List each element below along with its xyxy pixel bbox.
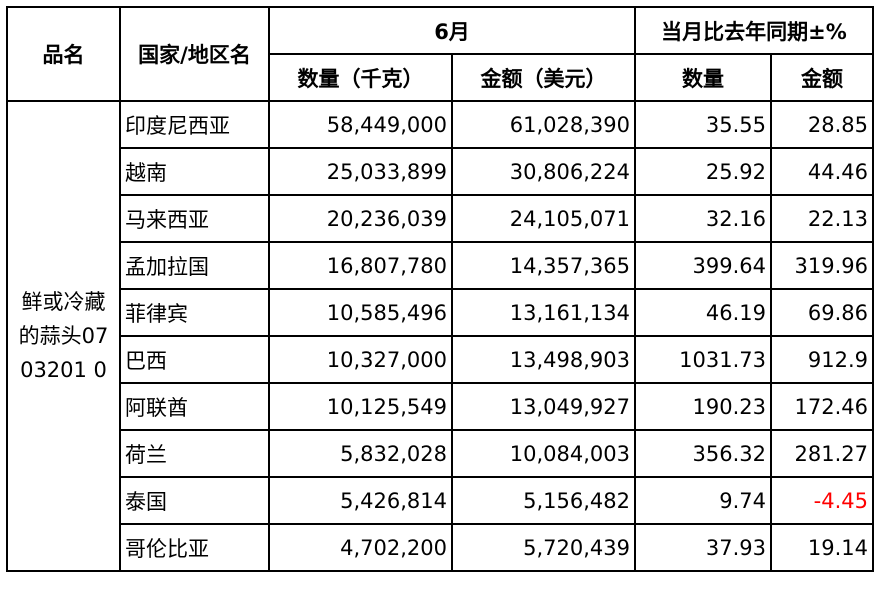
amount-cell: 24,105,071 xyxy=(451,194,636,243)
qty-cell: 4,702,200 xyxy=(268,523,453,572)
yoy-qty-cell: 9.74 xyxy=(634,476,772,525)
amount-cell: 13,498,903 xyxy=(451,335,636,384)
qty-cell: 10,327,000 xyxy=(268,335,453,384)
table-row: 阿联酋 10,125,549 13,049,927 190.23 172.46 xyxy=(7,382,874,431)
table-row: 菲律宾 10,585,496 13,161,134 46.19 69.86 xyxy=(7,288,874,337)
yoy-amount-cell: 69.86 xyxy=(770,288,874,337)
header-qty: 数量（千克） xyxy=(268,53,453,102)
table-row: 哥伦比亚 4,702,200 5,720,439 37.93 19.14 xyxy=(7,523,874,572)
header-country: 国家/地区名 xyxy=(119,6,270,102)
header-yoy-amount: 金额 xyxy=(770,53,874,102)
yoy-amount-cell: 44.46 xyxy=(770,147,874,196)
amount-cell: 13,049,927 xyxy=(451,382,636,431)
country-cell: 阿联酋 xyxy=(119,382,270,431)
country-cell: 荷兰 xyxy=(119,429,270,478)
yoy-qty-cell: 356.32 xyxy=(634,429,772,478)
table-row: 泰国 5,426,814 5,156,482 9.74 -4.45 xyxy=(7,476,874,525)
amount-cell: 30,806,224 xyxy=(451,147,636,196)
amount-cell: 14,357,365 xyxy=(451,241,636,290)
amount-cell: 5,156,482 xyxy=(451,476,636,525)
yoy-amount-cell: -4.45 xyxy=(770,476,874,525)
yoy-qty-cell: 190.23 xyxy=(634,382,772,431)
country-cell: 越南 xyxy=(119,147,270,196)
yoy-amount-cell: 19.14 xyxy=(770,523,874,572)
header-row-2: 数量（千克） 金额（美元） 数量 金额 xyxy=(7,53,874,102)
yoy-amount-cell: 172.46 xyxy=(770,382,874,431)
qty-cell: 20,236,039 xyxy=(268,194,453,243)
yoy-qty-cell: 32.16 xyxy=(634,194,772,243)
header-yoy: 当月比去年同期±% xyxy=(634,6,874,55)
qty-cell: 10,125,549 xyxy=(268,382,453,431)
table-row: 孟加拉国 16,807,780 14,357,365 399.64 319.96 xyxy=(7,241,874,290)
yoy-amount-cell: 22.13 xyxy=(770,194,874,243)
table-row: 马来西亚 20,236,039 24,105,071 32.16 22.13 xyxy=(7,194,874,243)
country-cell: 泰国 xyxy=(119,476,270,525)
qty-cell: 10,585,496 xyxy=(268,288,453,337)
country-cell: 孟加拉国 xyxy=(119,241,270,290)
qty-cell: 5,832,028 xyxy=(268,429,453,478)
header-product: 品名 xyxy=(6,6,121,102)
header-amount: 金额（美元） xyxy=(451,53,636,102)
table-row: 鲜或冷藏的蒜头0703201 0 印度尼西亚 58,449,000 61,028,39… xyxy=(6,100,874,572)
country-cell: 印度尼西亚 xyxy=(119,100,270,149)
country-cell: 马来西亚 xyxy=(119,194,270,243)
table-row: 越南 25,033,899 30,806,224 25.92 44.46 xyxy=(7,147,874,196)
country-cell: 哥伦比亚 xyxy=(119,523,270,572)
amount-cell: 61,028,390 xyxy=(451,100,636,149)
amount-cell: 10,084,003 xyxy=(451,429,636,478)
yoy-amount-cell: 28.85 xyxy=(770,100,874,149)
product-name-cell: 鲜或冷藏的蒜头0703201 0 xyxy=(6,100,121,572)
country-cell: 菲律宾 xyxy=(119,288,270,337)
garlic-export-table: 品名 国家/地区名 6月 当月比去年同期±% 数量（千克） 金额（美元） 数量 … xyxy=(6,6,874,572)
yoy-qty-cell: 399.64 xyxy=(634,241,772,290)
yoy-qty-cell: 37.93 xyxy=(634,523,772,572)
header-yoy-qty: 数量 xyxy=(634,53,772,102)
qty-cell: 58,449,000 xyxy=(268,100,453,149)
header-june: 6月 xyxy=(268,6,636,55)
yoy-qty-cell: 46.19 xyxy=(634,288,772,337)
yoy-qty-cell: 35.55 xyxy=(634,100,772,149)
table-row: 巴西 10,327,000 13,498,903 1031.73 912.9 xyxy=(7,335,874,384)
qty-cell: 5,426,814 xyxy=(268,476,453,525)
yoy-amount-cell: 319.96 xyxy=(770,241,874,290)
yoy-qty-cell: 1031.73 xyxy=(634,335,772,384)
yoy-amount-cell: 281.27 xyxy=(770,429,874,478)
qty-cell: 16,807,780 xyxy=(268,241,453,290)
amount-cell: 5,720,439 xyxy=(451,523,636,572)
amount-cell: 13,161,134 xyxy=(451,288,636,337)
yoy-qty-cell: 25.92 xyxy=(634,147,772,196)
country-cell: 巴西 xyxy=(119,335,270,384)
header-row-1: 品名 国家/地区名 6月 当月比去年同期±% xyxy=(6,6,874,102)
qty-cell: 25,033,899 xyxy=(268,147,453,196)
table-row: 荷兰 5,832,028 10,084,003 356.32 281.27 xyxy=(7,429,874,478)
yoy-amount-cell: 912.9 xyxy=(770,335,874,384)
